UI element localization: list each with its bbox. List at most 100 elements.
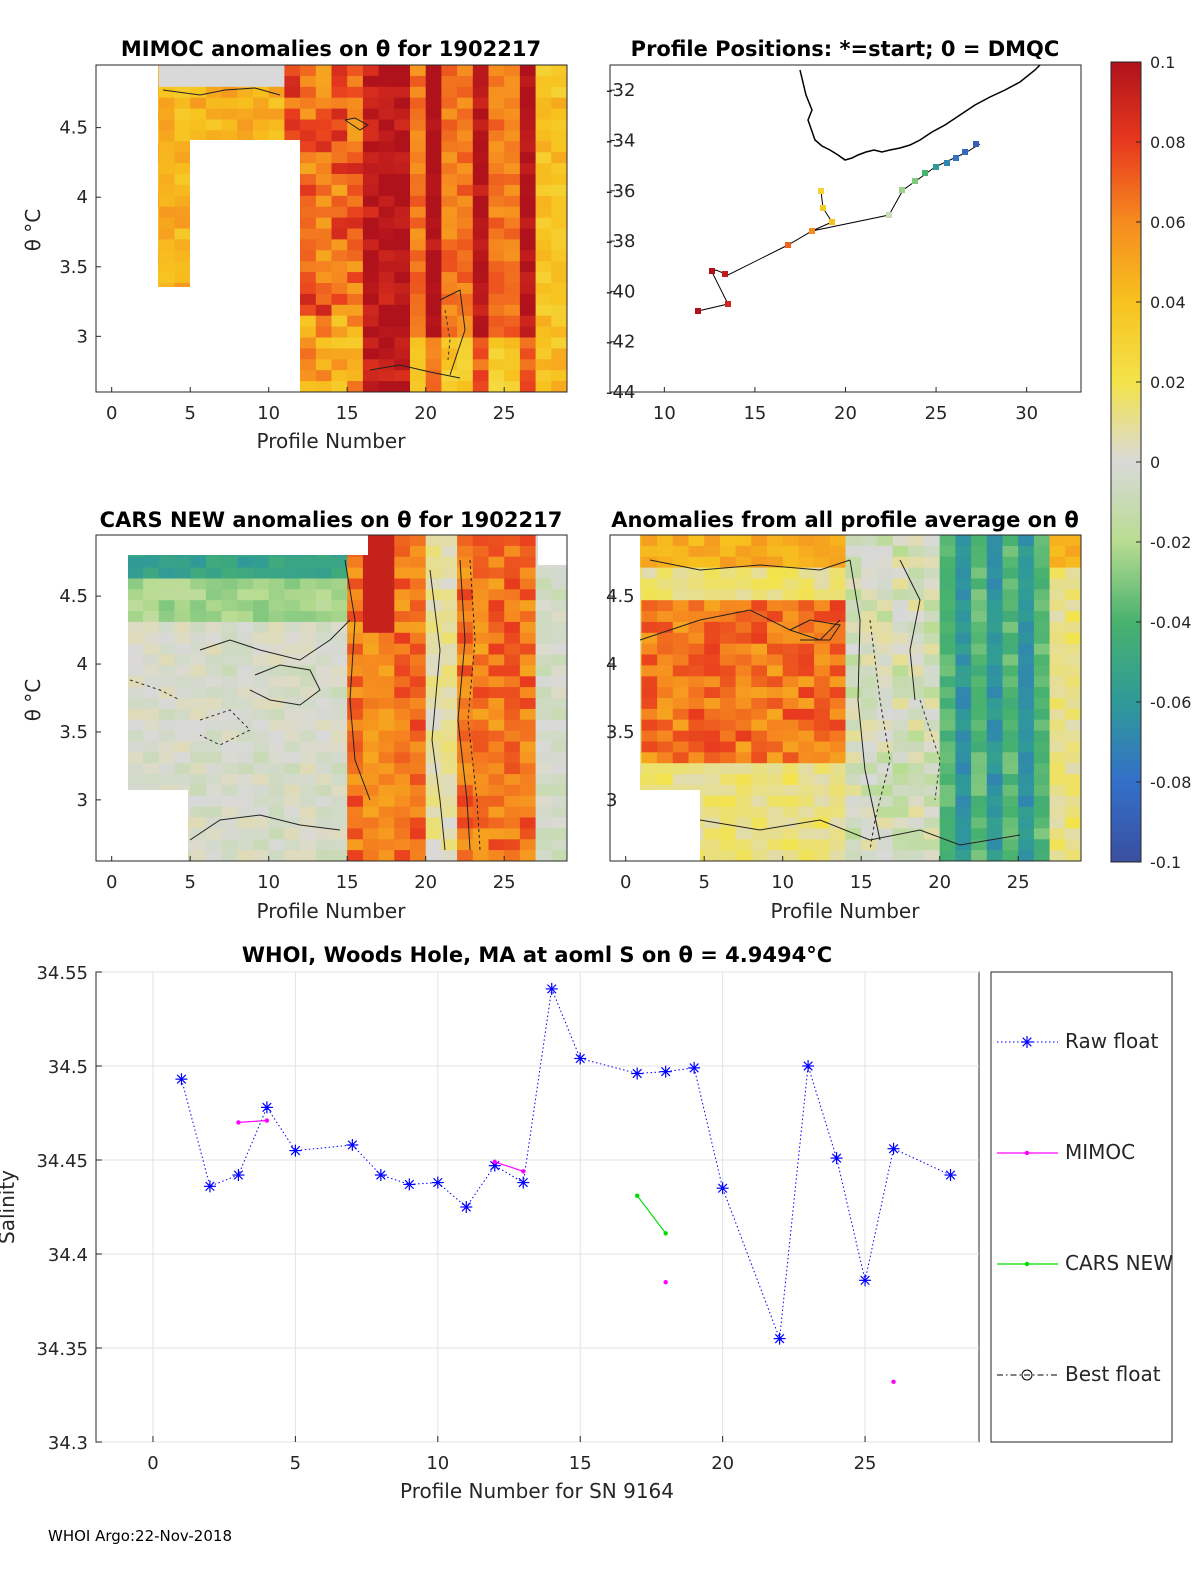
heatmap-cell (425, 65, 442, 77)
heatmap-cell (1002, 806, 1019, 819)
heatmap-cell (1033, 795, 1051, 808)
heatmap-cell (551, 195, 567, 208)
heatmap-cell (221, 817, 238, 829)
heatmap-cell (939, 795, 956, 808)
heatmap-cell (158, 611, 176, 623)
heatmap-cell (519, 600, 537, 612)
heatmap-cell (158, 119, 176, 131)
heatmap-cell (735, 600, 752, 612)
heatmap-cell (441, 698, 458, 710)
heatmap-cell (394, 272, 411, 284)
heatmap-cell (971, 698, 988, 710)
heatmap-cell (425, 850, 442, 861)
heatmap-cell (205, 621, 223, 634)
heatmap-cell (924, 535, 941, 547)
heatmap-cell (798, 839, 815, 851)
heatmap-cell (158, 752, 176, 764)
heatmap-cell (174, 261, 191, 273)
heatmap-cell (519, 261, 537, 273)
heatmap-cell (829, 545, 847, 558)
heatmap-cell (174, 698, 191, 710)
heatmap-cell (829, 687, 847, 699)
heatmap-cell (688, 545, 705, 558)
heatmap-cell (300, 611, 317, 623)
heatmap-cell (1018, 730, 1035, 743)
heatmap-cell (158, 261, 176, 273)
heatmap-cell (845, 567, 862, 580)
heatmap-cell (551, 206, 567, 219)
y-tick-label: 34.45 (36, 1151, 88, 1172)
heatmap-cell (939, 665, 956, 677)
colorbar-tick-label: 0.08 (1150, 133, 1186, 152)
heatmap-cell (751, 839, 768, 851)
heatmap-cell (237, 75, 254, 88)
heatmap-cell (221, 108, 238, 121)
heatmap-cell (892, 730, 909, 743)
heatmap-cell (845, 600, 862, 612)
heatmap-cell (535, 654, 552, 666)
heatmap-cell (939, 611, 956, 623)
heatmap-cell (347, 206, 364, 219)
profile-marker (709, 268, 715, 274)
heatmap-cell (908, 708, 925, 721)
heatmap-cell (237, 828, 254, 840)
heatmap-cell (861, 589, 878, 601)
raw-float-point (290, 1145, 301, 1156)
heatmap-cell (347, 708, 364, 721)
heatmap-cell (1065, 589, 1081, 601)
heatmap-cell (845, 621, 862, 634)
heatmap-cell (472, 370, 490, 382)
heatmap-cell (986, 643, 1004, 656)
heatmap-cell (347, 719, 364, 732)
heatmap-cell (519, 621, 537, 634)
heatmap-cell (362, 283, 380, 295)
heatmap-cell (457, 828, 474, 840)
heatmap-cell (704, 589, 721, 601)
heatmap-cell (704, 850, 721, 861)
heatmap-cell (657, 741, 674, 753)
heatmap-cell (158, 228, 176, 240)
heatmap-cell (174, 665, 191, 677)
heatmap-cell (672, 676, 690, 688)
heatmap-cell (657, 698, 674, 710)
heatmap-cell (331, 152, 348, 164)
heatmap-cell (767, 828, 784, 840)
heatmap-cell (425, 719, 442, 732)
heatmap-cell (253, 578, 270, 590)
heatmap-cell (237, 698, 254, 710)
heatmap-cell (657, 589, 674, 601)
heatmap-cell (174, 108, 191, 121)
heatmap-cell (331, 665, 348, 677)
heatmap-cell (876, 654, 894, 666)
heatmap-cell (551, 676, 567, 688)
heatmap-cell (300, 119, 317, 131)
heatmap-cell (704, 719, 721, 732)
heatmap-cell (143, 752, 160, 764)
heatmap-cell (205, 654, 223, 666)
heatmap-cell (735, 665, 752, 677)
heatmap-cell (394, 839, 411, 851)
heatmap-cell (190, 589, 207, 601)
heatmap-cell (1002, 556, 1019, 569)
heatmap-cell (425, 304, 442, 317)
heatmap-cell (410, 806, 427, 819)
heatmap-cell (861, 774, 878, 786)
heatmap-cell (519, 643, 537, 656)
heatmap-cell (410, 337, 427, 349)
heatmap-cell (782, 752, 799, 764)
heatmap-cell (127, 719, 144, 732)
heatmap-cell (362, 348, 380, 360)
heatmap-cell (441, 632, 458, 645)
heatmap-cell (504, 578, 521, 590)
heatmap-cell (362, 545, 380, 558)
heatmap-cell (782, 708, 799, 721)
heatmap-cell (551, 184, 567, 197)
heatmap-cell (704, 795, 721, 808)
heatmap-cell (410, 108, 427, 121)
heatmap-cell (237, 632, 254, 645)
heatmap-cell (829, 589, 847, 601)
heatmap-cell (519, 75, 537, 88)
raw-float-point (233, 1170, 244, 1180)
heatmap-cell (347, 381, 364, 392)
